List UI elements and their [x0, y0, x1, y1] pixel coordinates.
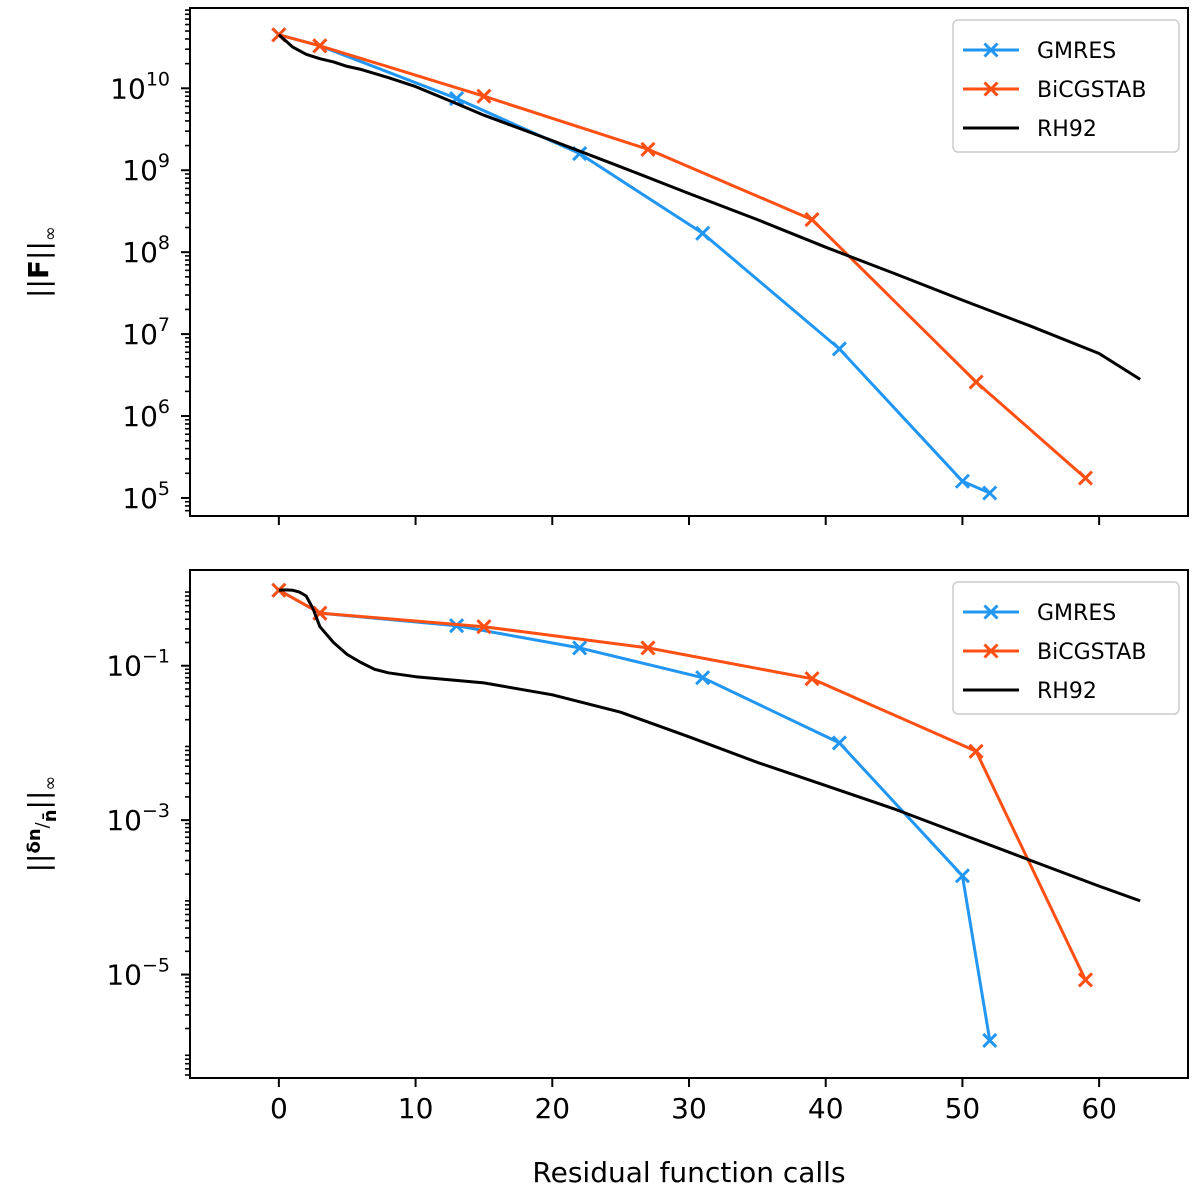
data-point-gmres — [695, 670, 711, 686]
data-point-gmres — [982, 485, 998, 501]
panel-2: 10−1 10−3 10−5 0 10 20 30 40 50 60 GMRES BiCGSTAB RH… — [22, 569, 1189, 1189]
y-tick-label: 105 — [122, 478, 170, 515]
legend-label: RH92 — [1037, 679, 1097, 704]
data-point-gmres — [572, 640, 588, 656]
legend-label: GMRES — [1037, 39, 1116, 64]
legend-box — [952, 19, 1180, 153]
x-tick-label: 40 — [808, 1092, 844, 1125]
y-tick-label: 107 — [122, 314, 170, 351]
y-tick-label: 10−1 — [106, 646, 170, 683]
data-point-gmres — [954, 868, 970, 884]
x-axis-label: Residual function calls — [532, 1156, 845, 1189]
series-line-gmres — [278, 33, 991, 495]
axes-frame — [189, 569, 1189, 1079]
legend-label: RH92 — [1037, 117, 1097, 142]
legend-label: GMRES — [1037, 601, 1116, 626]
data-point-bicgstab — [640, 640, 656, 656]
data-point-gmres — [831, 735, 847, 751]
series-line-gmres — [278, 588, 992, 1041]
data-point-bicgstab — [804, 671, 820, 687]
panel-1: 105 106 107 108 109 1010 GMRES BiCGSTAB RH92 ||F|… — [22, 7, 1189, 525]
y-tick-label: 108 — [122, 232, 170, 269]
legend-label: BiCGSTAB — [1037, 78, 1146, 103]
data-point-bicgstab — [968, 743, 984, 759]
data-point-bicgstab — [640, 141, 656, 157]
legend-marker — [983, 42, 999, 58]
legend-box — [952, 581, 1180, 715]
data-point-bicgstab — [804, 212, 820, 228]
data-point-bicgstab — [1077, 470, 1094, 486]
x-tick-label: 20 — [534, 1092, 570, 1125]
data-point-bicgstab — [271, 582, 287, 598]
y-tick-label: 1010 — [110, 68, 170, 105]
y-tick-label: 106 — [122, 396, 170, 433]
x-tick-label: 10 — [398, 1092, 434, 1125]
y-tick-label: 10−5 — [106, 955, 170, 992]
legend-marker — [983, 81, 999, 97]
data-point-bicgstab — [476, 88, 492, 104]
data-point-bicgstab — [476, 619, 492, 635]
legend-marker — [983, 604, 999, 620]
x-tick-label: 0 — [270, 1092, 288, 1125]
y-axis-label: ||δn/n̄||∞ — [22, 776, 61, 873]
series-line-rh92 — [277, 33, 1141, 381]
series-line-rh92 — [278, 588, 1141, 903]
x-tick-label: 60 — [1081, 1092, 1117, 1125]
data-point-bicgstab — [968, 374, 984, 390]
y-tick-label: 10−3 — [106, 800, 170, 837]
data-point-gmres — [954, 473, 970, 489]
data-point-gmres — [982, 1032, 998, 1049]
data-point-gmres — [831, 341, 847, 357]
y-axis-label: ||F||∞ — [22, 226, 61, 298]
data-point-bicgstab — [312, 38, 328, 54]
legend-label: BiCGSTAB — [1037, 640, 1146, 665]
legend-marker — [983, 643, 999, 659]
data-point-gmres — [695, 225, 711, 241]
x-tick-label: 30 — [671, 1092, 707, 1125]
data-point-bicgstab — [1077, 972, 1094, 988]
x-tick-label: 50 — [945, 1092, 981, 1125]
axes-frame — [189, 7, 1189, 517]
y-tick-label: 109 — [122, 150, 170, 187]
